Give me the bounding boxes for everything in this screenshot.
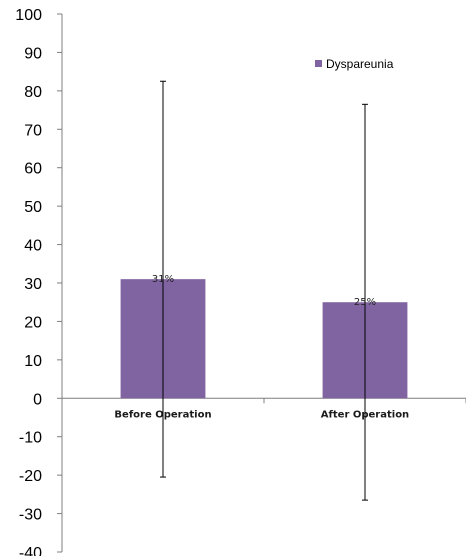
y-tick-label: 100: [15, 7, 42, 24]
y-tick-label: 40: [24, 238, 42, 255]
y-tick-label: 50: [24, 199, 42, 216]
y-tick-label: 10: [24, 353, 42, 370]
y-tick-label: 70: [24, 122, 42, 139]
x-axis: Before Operation After Operation: [61, 397, 466, 420]
legend-label: Dyspareunia: [326, 57, 394, 71]
y-tick-label: 60: [24, 161, 42, 178]
y-tick-label: 30: [24, 276, 42, 293]
y-tick-label: 20: [24, 314, 42, 331]
y-tick-label: 0: [33, 391, 42, 408]
legend: Dyspareunia: [315, 57, 394, 71]
data-labels: 31% 25%: [152, 274, 376, 308]
y-tick-label: -10: [19, 430, 42, 447]
legend-swatch: [315, 60, 322, 67]
data-label: 25%: [354, 297, 376, 308]
y-tick-label: 80: [24, 84, 42, 101]
data-label: 31%: [152, 274, 174, 285]
error-bars: [160, 80, 368, 501]
y-tick-label: -40: [19, 545, 42, 556]
y-tick-label: 90: [24, 45, 42, 62]
y-tick-label: -30: [19, 507, 42, 524]
y-tick-label: -20: [19, 468, 42, 485]
